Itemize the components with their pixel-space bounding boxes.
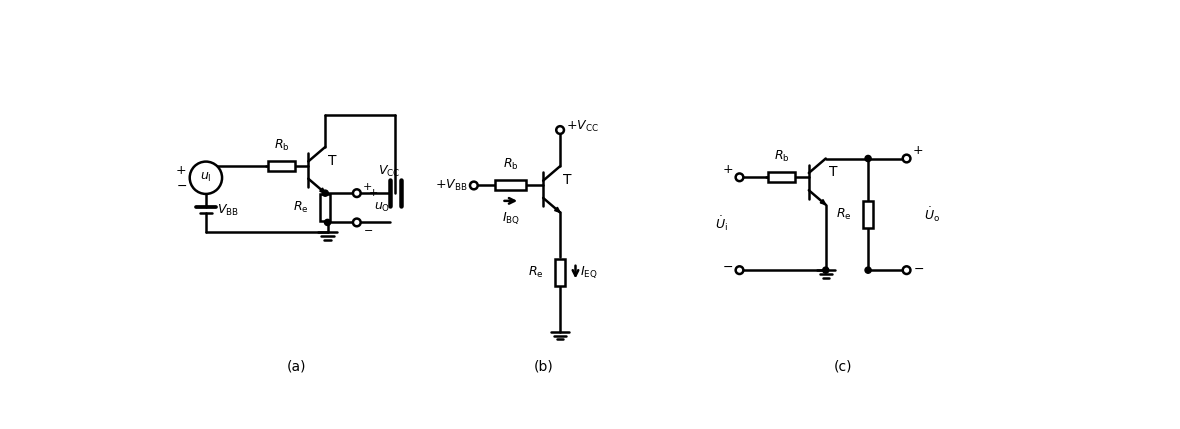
Text: T: T [828,165,838,179]
Text: +: + [176,163,186,177]
Text: $\dot{U}_{\rm i}$: $\dot{U}_{\rm i}$ [715,214,728,233]
Text: +: + [913,144,924,157]
Circle shape [735,173,743,181]
Circle shape [322,190,328,196]
Polygon shape [555,207,560,212]
Text: $u_{\rm O}$: $u_{\rm O}$ [374,201,391,214]
Bar [768,172,795,182]
Polygon shape [820,199,826,205]
Bar [320,194,330,221]
Text: T: T [328,154,336,168]
Text: $+V_{\rm BB}$: $+V_{\rm BB}$ [435,178,467,193]
Circle shape [353,189,361,197]
Bar [496,181,526,190]
Text: +: + [363,182,373,192]
Text: (b): (b) [533,360,553,373]
Circle shape [190,162,222,194]
Text: +: + [369,188,379,198]
Circle shape [865,267,871,273]
Text: (a): (a) [287,360,307,373]
Text: $\dot{U}_{\rm o}$: $\dot{U}_{\rm o}$ [924,205,939,224]
Text: +: + [722,163,733,176]
Text: $R_{\rm b}$: $R_{\rm b}$ [774,149,789,164]
Text: $R_{\rm b}$: $R_{\rm b}$ [274,138,289,153]
Circle shape [822,267,828,273]
Circle shape [324,219,330,226]
Text: $R_{\rm e}$: $R_{\rm e}$ [527,265,543,280]
Text: $-$: $-$ [363,224,373,233]
Text: (c): (c) [834,360,853,373]
Text: $I_{\rm BQ}$: $I_{\rm BQ}$ [502,210,520,226]
Text: $u_{\rm I}$: $u_{\rm I}$ [201,171,211,184]
Text: T: T [563,173,571,187]
Circle shape [903,266,911,274]
Text: $+V_{\rm CC}$: $+V_{\rm CC}$ [566,119,599,134]
Circle shape [865,155,871,162]
Bar [555,259,565,286]
Bar [863,201,873,228]
Text: $-$: $-$ [913,262,924,275]
Text: $I_{\rm EQ}$: $I_{\rm EQ}$ [581,264,598,280]
Text: $V_{\rm CC}$: $V_{\rm CC}$ [379,164,401,179]
Text: $V_{\rm BB}$: $V_{\rm BB}$ [217,203,240,218]
Text: $R_{\rm b}$: $R_{\rm b}$ [503,157,519,172]
Circle shape [735,266,743,274]
Bar [268,161,295,171]
Text: $R_{\rm e}$: $R_{\rm e}$ [293,200,308,215]
Circle shape [353,218,361,226]
Circle shape [470,181,478,189]
Circle shape [903,155,911,162]
Text: $R_{\rm e}$: $R_{\rm e}$ [835,207,851,222]
Text: $-$: $-$ [176,179,186,192]
Circle shape [556,126,564,134]
Polygon shape [320,188,326,193]
Text: $-$: $-$ [722,260,733,273]
